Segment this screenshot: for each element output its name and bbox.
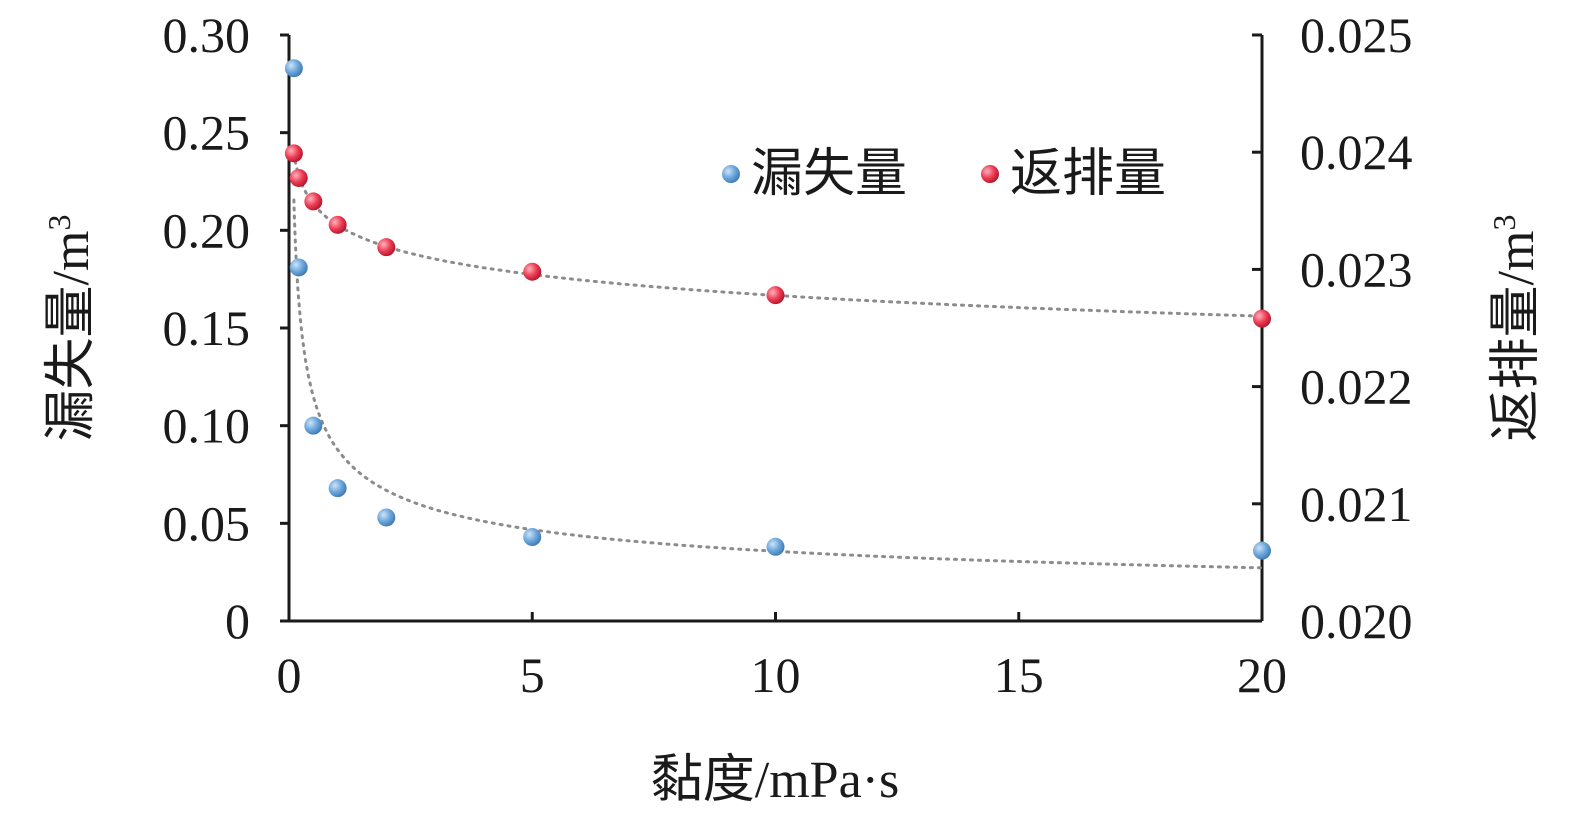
legend-label-leakage: 漏失量	[751, 146, 907, 203]
data-point-leakage	[284, 59, 303, 78]
data-point-leakage	[304, 416, 323, 435]
data-point-flowback	[523, 262, 542, 281]
left-y-axis-title-base: 漏失量/m	[43, 231, 100, 442]
left-y-axis-title: 漏失量/m3	[41, 215, 100, 442]
data-point-leakage	[289, 258, 308, 277]
right-y-tick-label: 0.023	[1300, 241, 1413, 297]
data-point-flowback	[766, 286, 785, 305]
right-y-tick-label: 0.020	[1300, 593, 1413, 649]
data-point-leakage	[1253, 541, 1271, 560]
axes-group	[287, 35, 1264, 623]
right-y-tick-label: 0.025	[1300, 7, 1413, 63]
left-y-tick-label: 0.10	[163, 398, 251, 454]
legend-marker-leakage	[722, 165, 740, 183]
trendline-series-1	[292, 151, 1264, 318]
data-point-leakage	[766, 537, 785, 556]
data-point-flowback	[1253, 309, 1271, 328]
data-point-leakage	[523, 528, 542, 547]
right-y-tick-label: 0.024	[1300, 124, 1413, 180]
right-y-axis-title: 返排量/m3	[1486, 215, 1545, 442]
left-y-tick-label: 0.05	[163, 495, 251, 551]
data-point-leakage	[377, 508, 396, 527]
right-y-tick-label: 0.022	[1300, 359, 1413, 415]
left-y-axis-title-superscript: 3	[41, 215, 77, 231]
trendline-series-0	[292, 198, 1264, 570]
left-y-tick-label: 0.20	[163, 202, 251, 258]
left-y-tick-label: 0	[225, 593, 250, 649]
trendlines-group	[292, 151, 1264, 570]
legend: 漏失量 返排量	[722, 146, 1166, 203]
right-y-axis-title-superscript: 3	[1486, 215, 1522, 231]
data-point-flowback	[377, 238, 396, 257]
x-tick-label: 20	[1237, 647, 1287, 703]
left-y-tick-label: 0.25	[163, 105, 251, 161]
data-point-leakage	[328, 479, 347, 498]
points-group	[284, 59, 1271, 560]
x-tick-label: 5	[520, 647, 545, 703]
data-point-flowback	[304, 192, 323, 211]
ticks-group: 0 5 10 15 20 0 0.05 0.10 0.15 0.20 0.25 0.30 0.020 0.…	[163, 7, 1413, 703]
left-y-tick-label: 0.30	[163, 7, 251, 63]
data-point-flowback	[289, 168, 308, 187]
left-y-tick-label: 0.15	[163, 300, 251, 356]
x-tick-label: 0	[277, 647, 302, 703]
x-tick-label: 15	[994, 647, 1044, 703]
legend-label-flowback: 返排量	[1010, 146, 1166, 203]
right-y-tick-label: 0.021	[1300, 476, 1413, 532]
x-axis-title: 黏度/mPa·s	[651, 752, 899, 809]
data-point-flowback	[284, 144, 303, 163]
data-point-flowback	[328, 215, 347, 234]
x-tick-label: 10	[751, 647, 801, 703]
right-y-axis-title-base: 返排量/m	[1488, 231, 1545, 442]
legend-marker-flowback	[981, 165, 999, 183]
